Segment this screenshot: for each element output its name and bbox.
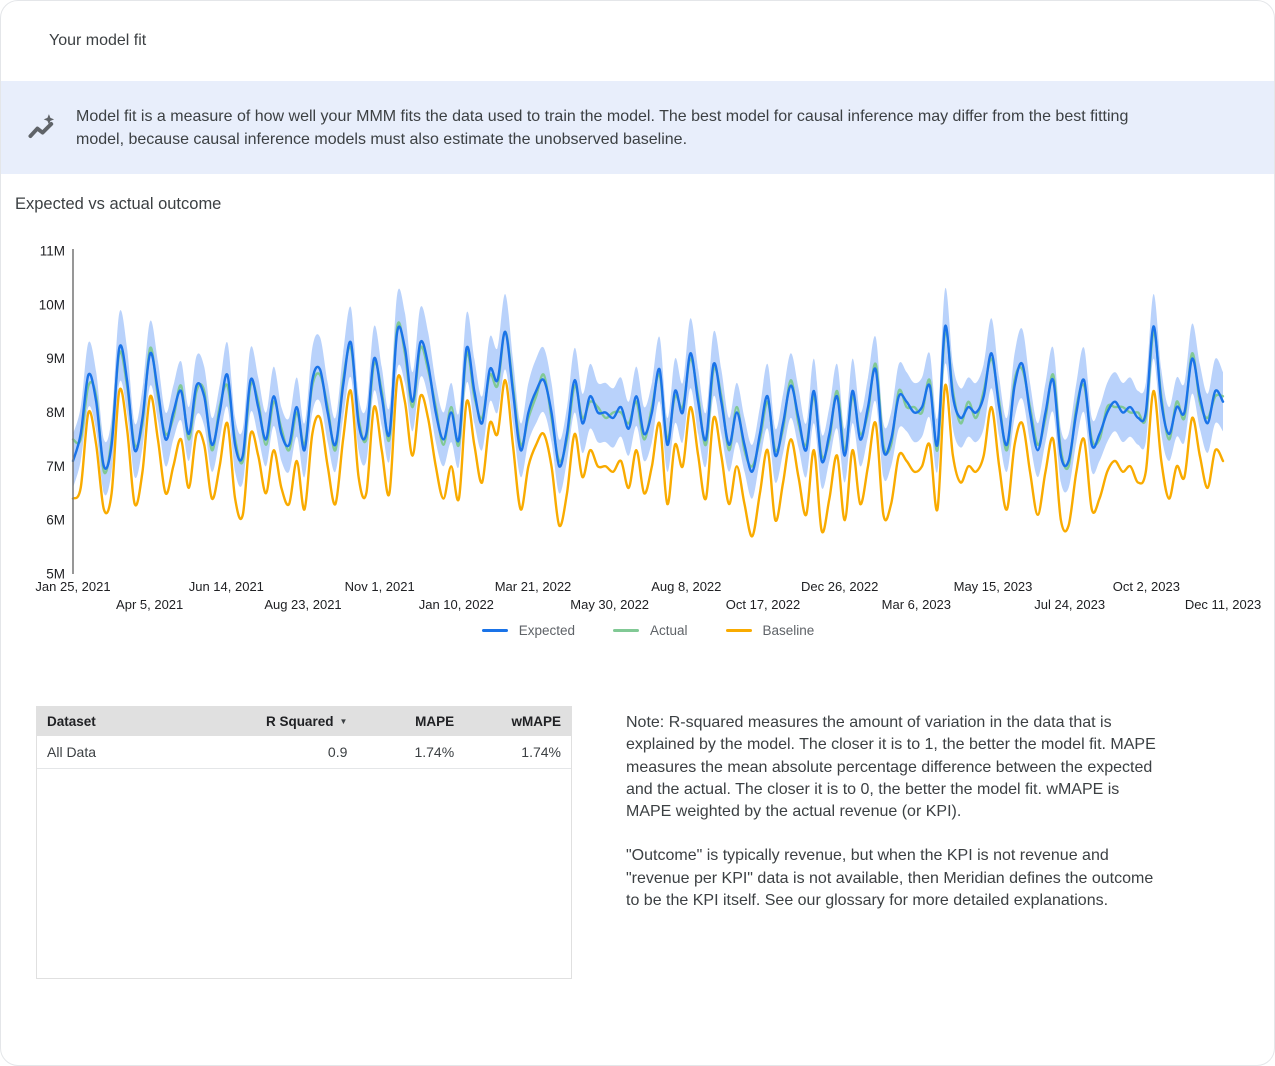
y-axis-tick-label: 5M <box>46 567 65 582</box>
y-axis-tick-label: 6M <box>46 513 65 528</box>
x-axis-tick-label: Jan 10, 2022 <box>419 597 494 612</box>
info-banner: Model fit is a measure of how well your … <box>1 81 1274 174</box>
actual-line-swatch <box>612 629 639 632</box>
x-axis-tick-label: Apr 5, 2021 <box>116 597 183 612</box>
expected-line-swatch <box>481 629 508 632</box>
x-axis-tick-label: May 30, 2022 <box>570 597 649 612</box>
note-paragraph-1: Note: R-squared measures the amount of v… <box>626 714 1156 821</box>
x-axis-tick-label: Nov 1, 2021 <box>345 579 415 594</box>
y-axis-tick-label: 11M <box>40 244 65 259</box>
baseline-line-swatch <box>725 629 752 632</box>
cell-dataset: All Data <box>37 736 240 769</box>
legend-label: Expected <box>518 623 575 638</box>
baseline-line <box>71 374 1225 538</box>
banner-text: Model fit is a measure of how well your … <box>76 107 1129 148</box>
x-axis-tick-label: May 15, 2023 <box>954 579 1033 594</box>
y-axis-tick-label: 7M <box>46 459 65 474</box>
y-axis-tick-label: 10M <box>39 297 65 312</box>
legend-item-baseline[interactable]: Baseline <box>725 623 815 638</box>
section-title: Expected vs actual outcome <box>15 195 222 213</box>
table-row-all-data[interactable]: All Data 0.9 1.74% 1.74% <box>37 736 571 769</box>
sort-desc-icon[interactable]: ▼ <box>339 717 348 726</box>
x-axis-tick-label: Oct 17, 2022 <box>726 597 800 612</box>
note-paragraph-2: "Outcome" is typically revenue, but when… <box>626 847 1154 910</box>
column-header-dataset[interactable]: Dataset <box>37 707 240 736</box>
y-axis-tick-label: 8M <box>46 405 65 420</box>
x-axis-tick-label: Oct 2, 2023 <box>1113 579 1180 594</box>
chart-legend: Expected Actual Baseline <box>73 623 1223 638</box>
y-axis-tick-label: 9M <box>46 351 65 366</box>
x-axis-tick-label: Jan 25, 2021 <box>35 579 110 594</box>
x-axis-tick-label: Jun 14, 2021 <box>189 579 264 594</box>
table-header-row: Dataset R Squared ▼ MAPE wMAPE <box>37 707 571 736</box>
column-header-mape[interactable]: MAPE <box>357 707 465 736</box>
x-axis-tick-label: Mar 21, 2022 <box>495 579 572 594</box>
expected-line <box>71 324 1225 473</box>
explanatory-note: Note: R-squared measures the amount of v… <box>626 712 1159 934</box>
expected-vs-actual-chart[interactable]: 5M 6M 7M 8M 9M 10M 11M Jan 25, 2021 Apr 5, 2021 J… <box>1 239 1275 619</box>
legend-item-actual[interactable]: Actual <box>612 623 688 638</box>
cell-mape: 1.74% <box>357 736 465 769</box>
model-fit-sparkline-icon <box>25 111 59 145</box>
x-axis-tick-label: Jul 24, 2023 <box>1034 597 1105 612</box>
x-axis-tick-label: Dec 11, 2023 <box>1185 597 1261 612</box>
x-axis-tick-label: Dec 26, 2022 <box>801 579 878 594</box>
cell-r-squared: 0.9 <box>239 736 358 769</box>
legend-label: Baseline <box>762 623 815 638</box>
model-fit-table: Dataset R Squared ▼ MAPE wMAPE All Data 0… <box>36 706 572 979</box>
page-title: Your model fit <box>49 32 147 49</box>
column-header-wmape[interactable]: wMAPE <box>464 707 571 736</box>
confidence-band <box>73 287 1223 499</box>
x-axis-tick-label: Aug 23, 2021 <box>264 597 341 612</box>
x-axis-tick-label: Mar 6, 2023 <box>882 597 951 612</box>
x-axis-tick-label: Aug 8, 2022 <box>651 579 721 594</box>
legend-item-expected[interactable]: Expected <box>481 623 575 638</box>
legend-label: Actual <box>649 623 688 638</box>
column-header-r-squared[interactable]: R Squared ▼ <box>239 707 358 736</box>
cell-wmape: 1.74% <box>464 736 571 769</box>
